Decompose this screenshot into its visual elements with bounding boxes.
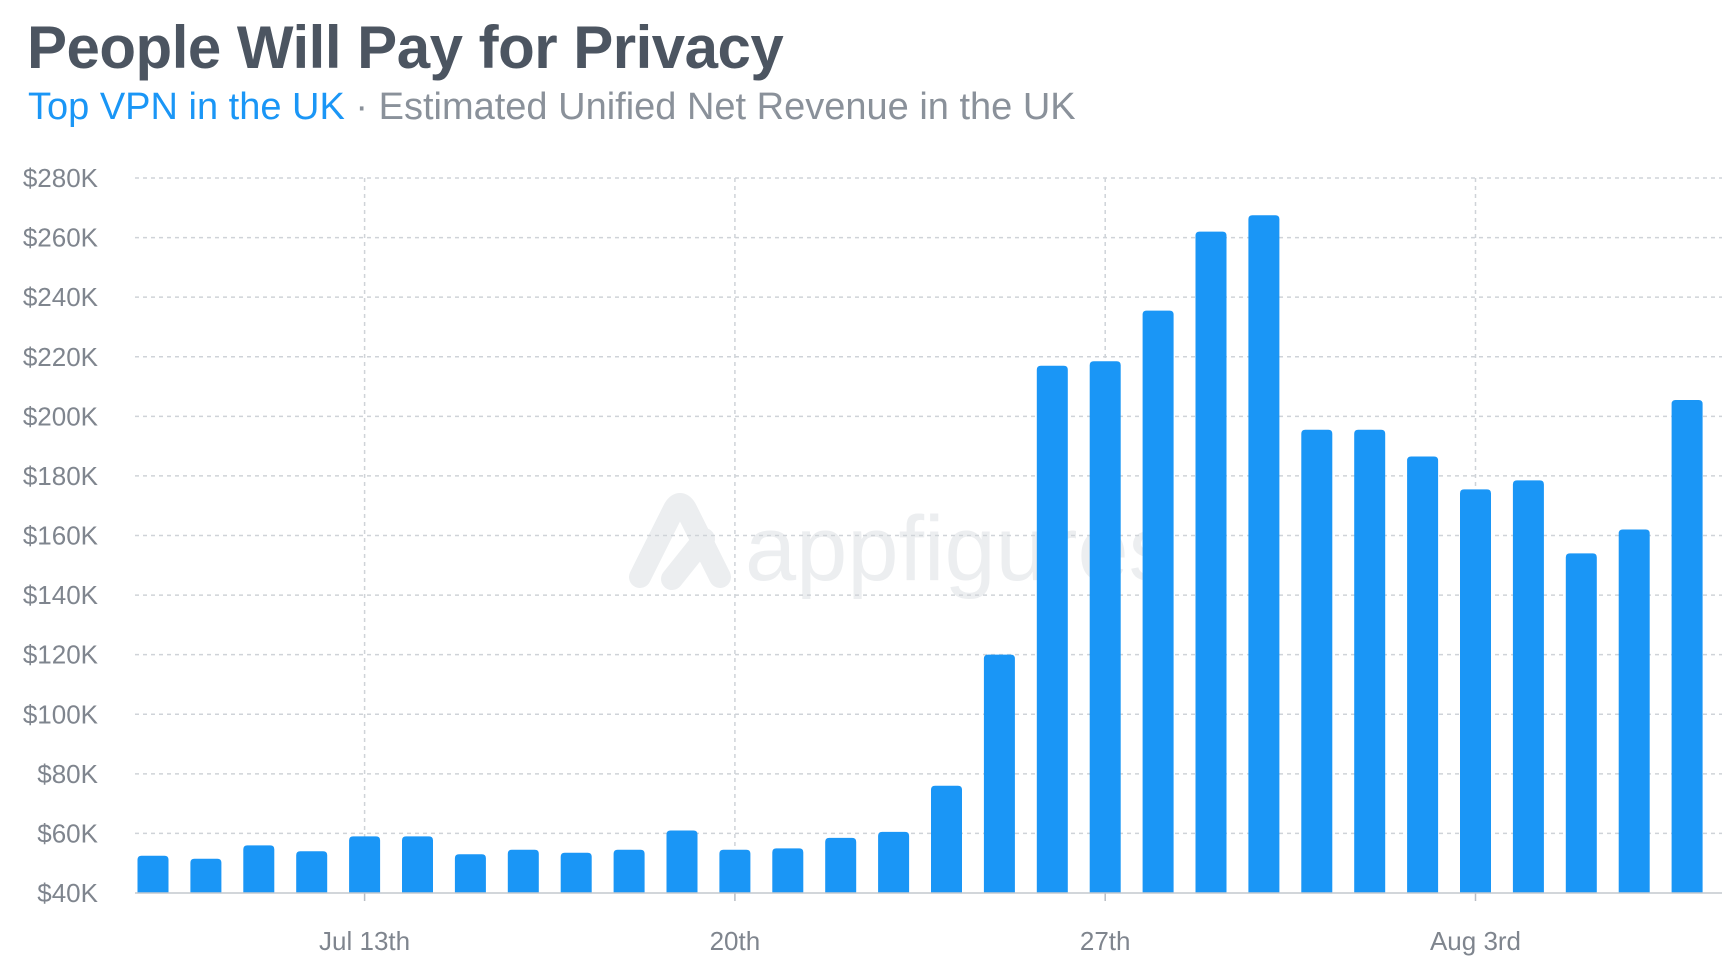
x-axis: Jul 13th 20th 27th Aug 3rd <box>135 892 1722 956</box>
bar-jul-14[interactable] <box>402 836 433 893</box>
bar-jul-30[interactable] <box>1248 215 1280 894</box>
bar-jul-23[interactable] <box>878 831 910 893</box>
bar-aug-4[interactable] <box>1512 480 1544 893</box>
y-tick-label: $280K <box>23 163 99 193</box>
bar-jul-29[interactable] <box>1195 231 1227 893</box>
y-tick-label: $80K <box>37 759 98 789</box>
bar-jul-22[interactable] <box>825 837 857 893</box>
bar-jul-20[interactable] <box>719 849 751 893</box>
bar-jul-31[interactable] <box>1301 429 1333 893</box>
x-tick-label: 27th <box>1080 926 1131 956</box>
y-tick-label: $40K <box>37 878 98 908</box>
bar-aug-1[interactable] <box>1354 429 1386 893</box>
bar-jul-12[interactable] <box>296 851 328 893</box>
bar-jul-25[interactable] <box>983 654 1015 893</box>
bar-jul-28[interactable] <box>1142 310 1174 894</box>
bar-jul-10[interactable] <box>190 858 222 893</box>
y-tick-label: $220K <box>23 342 99 372</box>
bar-aug-7[interactable] <box>1671 399 1703 893</box>
bar-jul-27[interactable] <box>1089 361 1121 893</box>
y-tick-label: $140K <box>23 580 99 610</box>
y-tick-label: $160K <box>23 521 99 551</box>
bar-aug-6[interactable] <box>1618 529 1650 893</box>
bar-jul-15[interactable] <box>454 854 486 893</box>
bar-jul-13[interactable] <box>349 836 381 893</box>
x-tick-label: Aug 3rd <box>1430 926 1521 956</box>
bar-jul-9[interactable] <box>137 855 169 893</box>
subtitle-accent: Top VPN in the UK <box>28 86 345 128</box>
y-axis: $40K $60K $80K $100K $120K $140K $160K $180K $20… <box>23 163 99 908</box>
y-tick-label: $120K <box>23 640 99 670</box>
x-tick-label: 20th <box>710 926 761 956</box>
y-tick-label: $100K <box>23 699 99 729</box>
y-tick-label: $180K <box>23 461 99 491</box>
appfigures-logo-icon <box>629 493 731 590</box>
bar-jul-24[interactable] <box>931 785 962 893</box>
bar-aug-3[interactable] <box>1460 489 1491 893</box>
bars <box>137 215 1703 894</box>
bar-jul-11[interactable] <box>243 845 275 893</box>
bar-jul-16[interactable] <box>507 849 539 893</box>
bar-aug-2[interactable] <box>1407 456 1439 893</box>
bar-jul-18[interactable] <box>613 849 645 893</box>
bar-jul-17[interactable] <box>560 852 592 893</box>
chart-subtitle: Top VPN in the UK · Estimated Unified Ne… <box>28 88 1076 126</box>
y-tick-label: $200K <box>23 401 99 431</box>
subtitle-separator: · <box>344 86 379 128</box>
bar-aug-5[interactable] <box>1565 553 1597 893</box>
bar-jul-21[interactable] <box>772 848 804 893</box>
bar-jul-26[interactable] <box>1036 365 1068 893</box>
subtitle-metric: Estimated Unified Net Revenue in the UK <box>378 86 1076 128</box>
y-tick-label: $60K <box>37 818 98 848</box>
y-tick-label: $240K <box>23 282 99 312</box>
x-tick-label: Jul 13th <box>319 926 410 956</box>
bar-jul-19[interactable] <box>666 830 698 893</box>
chart-title: People Will Pay for Privacy <box>27 14 784 81</box>
y-tick-label: $260K <box>23 223 99 253</box>
